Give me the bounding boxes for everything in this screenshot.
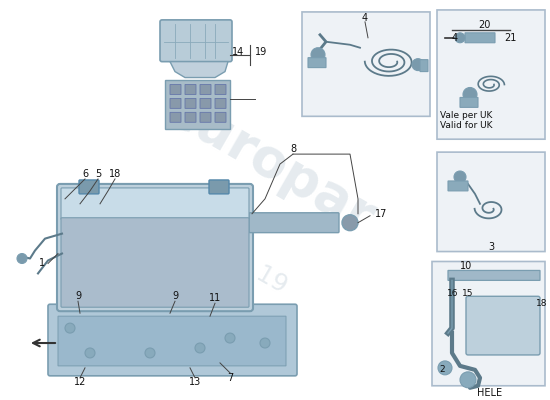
FancyBboxPatch shape — [432, 262, 545, 386]
Text: 12: 12 — [74, 377, 86, 387]
Circle shape — [463, 88, 477, 102]
FancyBboxPatch shape — [460, 98, 478, 107]
FancyBboxPatch shape — [465, 33, 495, 43]
FancyBboxPatch shape — [185, 84, 196, 94]
Text: 2: 2 — [439, 365, 445, 374]
Circle shape — [412, 59, 424, 70]
Text: 3: 3 — [488, 242, 494, 252]
Text: 18: 18 — [109, 169, 121, 179]
FancyBboxPatch shape — [448, 270, 540, 280]
Text: 19: 19 — [255, 47, 267, 57]
Text: r parts since 19: r parts since 19 — [110, 180, 292, 298]
FancyBboxPatch shape — [57, 184, 253, 311]
Circle shape — [17, 254, 27, 264]
FancyBboxPatch shape — [170, 84, 181, 94]
Text: 13: 13 — [189, 377, 201, 387]
Circle shape — [342, 215, 358, 231]
Text: 11: 11 — [209, 293, 221, 303]
FancyBboxPatch shape — [185, 112, 196, 122]
FancyBboxPatch shape — [170, 98, 181, 108]
Polygon shape — [165, 80, 230, 129]
FancyBboxPatch shape — [209, 180, 229, 194]
Text: 20: 20 — [478, 20, 490, 30]
Text: 4: 4 — [452, 33, 458, 43]
Text: 18: 18 — [536, 299, 548, 308]
FancyBboxPatch shape — [308, 58, 326, 68]
FancyBboxPatch shape — [200, 112, 211, 122]
Text: 1: 1 — [39, 258, 45, 268]
FancyBboxPatch shape — [61, 218, 249, 307]
FancyBboxPatch shape — [200, 84, 211, 94]
FancyBboxPatch shape — [160, 20, 232, 62]
FancyBboxPatch shape — [437, 152, 545, 252]
Text: 8: 8 — [290, 144, 296, 154]
Text: 10: 10 — [460, 262, 472, 272]
FancyBboxPatch shape — [448, 181, 468, 191]
FancyBboxPatch shape — [61, 188, 249, 220]
Circle shape — [65, 323, 75, 333]
Text: 16: 16 — [447, 289, 459, 298]
FancyBboxPatch shape — [437, 10, 545, 139]
FancyBboxPatch shape — [249, 213, 339, 233]
FancyBboxPatch shape — [215, 112, 226, 122]
FancyBboxPatch shape — [48, 304, 297, 376]
FancyBboxPatch shape — [466, 296, 540, 355]
Text: 4: 4 — [362, 13, 368, 23]
Text: Valid for UK: Valid for UK — [440, 121, 492, 130]
Circle shape — [195, 343, 205, 353]
Text: 15: 15 — [462, 289, 474, 298]
Text: 6: 6 — [82, 169, 88, 179]
FancyBboxPatch shape — [185, 98, 196, 108]
Text: 5: 5 — [95, 169, 101, 179]
Circle shape — [260, 338, 270, 348]
Text: Vale per UK: Vale per UK — [440, 111, 492, 120]
Circle shape — [454, 171, 466, 183]
Circle shape — [85, 348, 95, 358]
Circle shape — [225, 333, 235, 343]
FancyBboxPatch shape — [302, 12, 430, 116]
Circle shape — [145, 348, 155, 358]
Text: 7: 7 — [227, 373, 233, 383]
Text: europar: europar — [155, 82, 384, 245]
Circle shape — [311, 48, 325, 62]
Text: 9: 9 — [172, 291, 178, 301]
FancyBboxPatch shape — [200, 98, 211, 108]
Text: HELE: HELE — [477, 388, 503, 398]
FancyBboxPatch shape — [420, 60, 428, 72]
Circle shape — [455, 33, 465, 43]
Text: 9: 9 — [75, 291, 81, 301]
Circle shape — [460, 372, 476, 388]
FancyBboxPatch shape — [170, 112, 181, 122]
Circle shape — [438, 361, 452, 375]
Text: 14: 14 — [232, 47, 244, 57]
FancyBboxPatch shape — [79, 180, 99, 194]
FancyBboxPatch shape — [58, 316, 286, 366]
Text: 21: 21 — [504, 33, 516, 43]
Text: 17: 17 — [375, 209, 387, 219]
FancyBboxPatch shape — [215, 98, 226, 108]
FancyBboxPatch shape — [215, 84, 226, 94]
Polygon shape — [170, 62, 228, 78]
